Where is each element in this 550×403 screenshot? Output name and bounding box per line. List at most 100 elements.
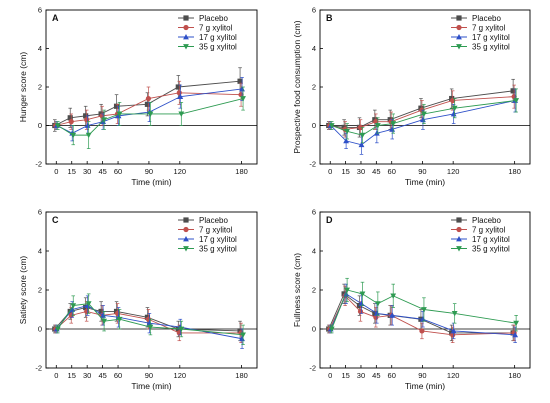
data-point [84,122,91,128]
y-tick-label: 6 [38,208,42,217]
data-point [101,318,108,325]
series-line [331,100,517,136]
data-point [372,310,378,316]
y-tick-label: 0 [312,121,316,130]
data-point [116,111,123,117]
series-line [330,100,516,146]
x-tick-label: 15 [68,371,76,380]
legend-marker [183,34,189,40]
data-point [237,78,243,84]
data-point [115,112,122,119]
x-tick-label: 45 [98,371,106,380]
y-tick-label: -2 [35,160,42,169]
y-axis-title: Fullness score (cm) [292,253,302,327]
x-tick-label: 180 [235,371,248,380]
legend-label: 17 g xylitol [472,235,510,244]
data-point [390,121,397,127]
legend-marker [183,226,189,233]
data-point [344,287,351,293]
data-point [240,332,246,338]
legend-label: Placebo [199,14,228,23]
data-point [70,303,77,309]
data-point [240,96,246,102]
y-tick-label: 0 [38,325,42,334]
y-tick-label: 0 [312,325,316,334]
panel-letter: D [326,215,333,225]
y-tick-label: 4 [38,247,42,256]
data-point [239,85,245,92]
data-point [146,320,153,326]
data-point [420,316,426,322]
data-point [343,137,350,144]
legend-label: Placebo [472,216,501,225]
x-tick-label: 60 [114,371,122,380]
data-point [421,307,427,313]
data-point [69,306,76,312]
data-point [359,132,366,139]
series-7-g-xylitol [327,285,517,343]
data-point [451,311,458,317]
y-tick-label: 6 [312,208,316,217]
data-point [85,301,92,307]
x-tick-label: 30 [357,167,365,176]
data-point [374,123,381,129]
legend-marker [456,236,462,242]
x-tick-label: 30 [83,167,91,176]
data-point [178,326,185,332]
data-point [357,124,364,131]
legend-marker [456,226,462,233]
legend-label: 7 g xylitol [199,23,233,32]
x-tick-label: 120 [174,167,187,176]
y-tick-label: 0 [38,121,42,130]
data-point [147,111,154,117]
y-tick-label: 2 [38,286,42,295]
y-tick-label: -2 [309,160,316,169]
x-tick-label: 180 [508,371,521,380]
y-tick-label: 2 [312,286,316,295]
legend-label: 35 g xylitol [199,244,237,253]
panel-letter: B [326,13,333,23]
x-tick-label: 15 [341,371,349,380]
series-17-g-xylitol [327,283,519,343]
data-point [54,326,61,332]
data-point [113,103,120,109]
y-tick-label: 4 [312,247,316,256]
y-tick-label: -2 [35,364,42,373]
legend-label: 35 g xylitol [472,42,510,51]
panel-letter: C [52,215,59,225]
data-point [419,328,425,334]
x-tick-label: 15 [341,167,349,176]
data-point [512,331,519,338]
series-35-g-xylitol [328,277,520,334]
data-point [68,119,74,125]
data-point [239,335,245,342]
y-tick-label: 6 [38,6,42,15]
legend-label: 17 g xylitol [199,235,237,244]
legend-label: 7 g xylitol [472,225,506,234]
x-tick-label: 60 [114,167,122,176]
data-point [176,90,182,96]
x-axis-title: Time (min) [131,177,171,187]
data-point [98,308,104,315]
x-tick-label: 180 [508,167,521,176]
data-point [177,93,184,100]
data-point [175,84,181,90]
legend-marker [456,246,462,252]
data-point [450,327,457,334]
x-tick-label: 30 [83,371,91,380]
panel-letter: A [52,13,59,23]
y-tick-label: -2 [309,364,316,373]
y-tick-label: 4 [38,44,42,53]
legend-label: 7 g xylitol [199,225,233,234]
series-35-g-xylitol [54,293,246,345]
y-axis-title: Satiety score (cm) [18,256,28,325]
x-axis-title: Time (min) [405,177,445,187]
series-line [331,289,517,330]
x-tick-label: 90 [418,167,426,176]
legend-marker [183,24,189,31]
x-tick-label: 0 [54,167,58,176]
data-point [328,123,335,129]
